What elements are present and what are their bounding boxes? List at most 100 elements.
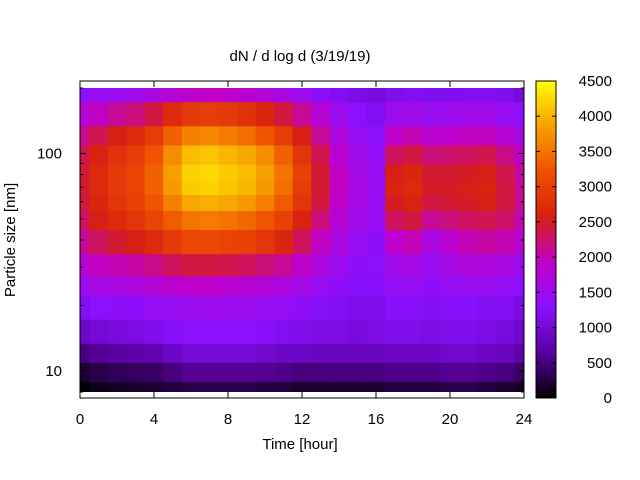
heatmap-cell [80, 319, 90, 344]
heatmap-cell [440, 210, 460, 231]
heatmap-cell [477, 319, 497, 344]
heatmap-cell [255, 125, 275, 146]
heatmap-cell [218, 253, 238, 277]
heatmap-cell [440, 343, 460, 363]
heatmap-cell [80, 210, 90, 231]
heatmap-cell [514, 210, 524, 231]
heatmap-cell [89, 194, 109, 211]
heatmap-cell [477, 275, 497, 296]
heatmap-cell [348, 229, 368, 255]
heatmap-cell [292, 164, 312, 182]
heatmap-cell [477, 362, 497, 383]
heatmap-cell [274, 164, 294, 182]
heatmap-cell [496, 343, 516, 363]
heatmap-cell [422, 101, 442, 127]
heatmap-cell [477, 229, 497, 255]
heatmap-cell [200, 275, 220, 296]
heatmap-cell [422, 0, 441, 13]
heatmap-cell [385, 58, 404, 78]
heatmap-cell [71, 12, 90, 37]
x-axis: 0 4 8 12 16 20 24 [76, 81, 532, 428]
heatmap-cell [218, 319, 238, 344]
heatmap-cell [89, 362, 109, 383]
heatmap-cell [477, 294, 497, 320]
heatmap-cell [89, 101, 109, 127]
heatmap-cell [255, 319, 275, 344]
heatmap-cell [126, 362, 146, 383]
heatmap-cell [366, 294, 386, 320]
heatmap-cell [348, 294, 368, 320]
heatmap-cell [200, 164, 220, 182]
heatmap-cell [89, 180, 109, 196]
heatmap-cell [89, 229, 109, 255]
heatmap-cell [144, 294, 164, 320]
heatmap-cell [237, 210, 257, 231]
heatmap-cell [329, 319, 349, 344]
heatmap-cell [496, 294, 516, 320]
heatmap-cell [477, 210, 497, 231]
heatmap-cell [477, 253, 497, 277]
heatmap-cell [403, 88, 423, 103]
heatmap-cell [80, 164, 90, 182]
heatmap-cell [385, 294, 405, 320]
heatmap-cell [329, 362, 349, 383]
heatmap-cell [440, 88, 460, 103]
heatmap-cell [514, 294, 524, 320]
heatmap-cell [182, 36, 201, 59]
heatmap-cell [514, 125, 524, 146]
heatmap-cell [181, 101, 201, 127]
heatmap-cell [496, 229, 516, 255]
heatmap-cell [403, 210, 423, 231]
x-tick-label: 20 [442, 411, 459, 428]
heatmap-cell [126, 210, 146, 231]
heatmap-cell [496, 144, 516, 165]
heatmap-cell [292, 362, 312, 383]
heatmap-cell [440, 144, 460, 165]
heatmap-cell [144, 125, 164, 146]
heatmap-cell [422, 294, 442, 320]
heatmap-cell [477, 101, 497, 127]
heatmap-cell [348, 210, 368, 231]
heatmap-cell [385, 362, 405, 383]
heatmap-cell [126, 343, 146, 363]
heatmap-cell [182, 0, 201, 13]
heatmap-cell [459, 343, 479, 363]
heatmap-cell [255, 101, 275, 127]
heatmap-cell [163, 12, 182, 37]
heatmap-cell [274, 0, 293, 13]
heatmap-cell [107, 164, 127, 182]
heatmap-cell [144, 319, 164, 344]
heatmap-cell [404, 36, 423, 59]
heatmap-cell [181, 253, 201, 277]
heatmap-cell [403, 319, 423, 344]
heatmap-cell [348, 144, 368, 165]
heatmap-cell [181, 194, 201, 211]
heatmap-cell [163, 164, 183, 182]
heatmap-cell [496, 12, 515, 37]
heatmap-cell [496, 101, 516, 127]
heatmap-cell [144, 210, 164, 231]
colorbar-tick-label: 0 [604, 390, 612, 407]
heatmap-cell [459, 194, 479, 211]
heatmap-cell [348, 101, 368, 127]
heatmap-cell [403, 362, 423, 383]
heatmap-cell [126, 319, 146, 344]
heatmap-cell [311, 294, 331, 320]
heatmap-cell [367, 0, 386, 13]
heatmap-cell [144, 180, 164, 196]
heatmap-cell [237, 194, 257, 211]
heatmap-cell [237, 343, 257, 363]
heatmap-cell [422, 58, 441, 78]
y-axis: 10 100 [37, 87, 524, 393]
heatmap-cell [200, 88, 220, 103]
heatmap-cell [218, 125, 238, 146]
heatmap-cell [496, 319, 516, 344]
heatmap-cell [311, 319, 331, 344]
heatmap-cell [89, 343, 109, 363]
heatmap-cell [80, 275, 90, 296]
heatmap-cell [145, 12, 164, 37]
heatmap-cell [163, 58, 182, 78]
heatmap-cell [108, 36, 127, 59]
